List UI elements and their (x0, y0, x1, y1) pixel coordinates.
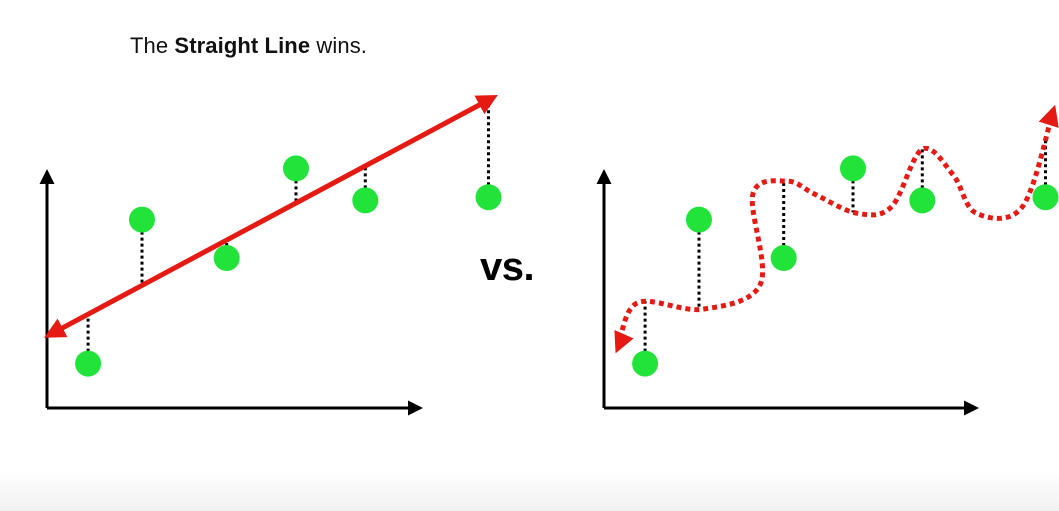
right-panel (596, 104, 1059, 416)
data-point (475, 184, 502, 211)
bottom-bar (0, 470, 1059, 511)
data-point (632, 350, 659, 377)
residuals (86, 100, 490, 364)
left-panel (39, 95, 502, 416)
headline-emphasis: Straight Line (174, 33, 311, 58)
data-point (770, 245, 797, 271)
wiggly-fit-line (614, 104, 1059, 354)
headline-prefix: The (130, 33, 175, 58)
data-point (909, 187, 936, 214)
data-points (632, 155, 1059, 377)
data-point (1032, 184, 1059, 211)
data-point (213, 245, 240, 271)
data-point (129, 206, 155, 233)
vs-label: vs. (480, 245, 535, 289)
straight-fit-line (44, 95, 498, 338)
data-points (75, 155, 502, 377)
data-point (75, 350, 102, 377)
headline-suffix: wins. (310, 33, 368, 58)
data-point (686, 206, 712, 233)
data-point (352, 187, 379, 214)
headline: The Straight Line wins. (130, 33, 367, 59)
data-point (283, 155, 309, 182)
data-point (840, 155, 866, 182)
